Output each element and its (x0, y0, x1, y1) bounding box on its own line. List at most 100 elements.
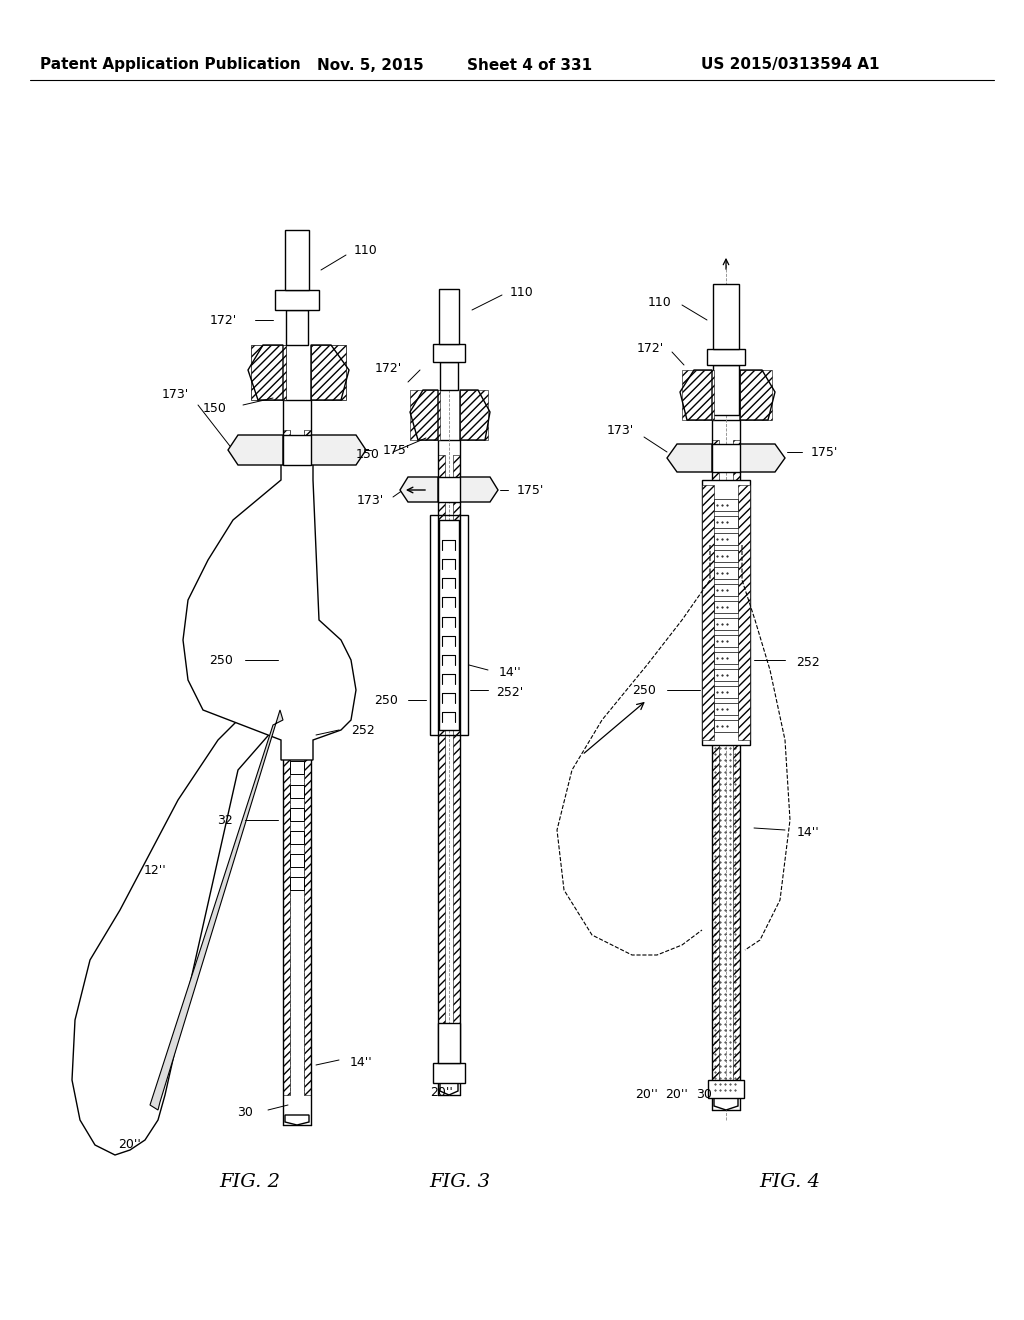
Text: 252': 252' (497, 685, 523, 698)
Text: 150: 150 (203, 401, 227, 414)
Bar (438, 477, 460, 502)
Bar (714, 583, 738, 597)
Text: FIG. 3: FIG. 3 (429, 1173, 490, 1191)
Text: 250: 250 (632, 684, 656, 697)
Text: 20'': 20'' (119, 1138, 141, 1151)
Bar (286, 310, 308, 345)
Bar (714, 721, 738, 733)
Text: 252: 252 (796, 656, 820, 668)
Bar (275, 290, 319, 310)
Text: 173': 173' (356, 494, 384, 507)
Bar (438, 455, 445, 1080)
Polygon shape (183, 450, 356, 760)
Text: 175': 175' (516, 483, 544, 496)
Text: 30: 30 (696, 1089, 712, 1101)
Text: Sheet 4 of 331: Sheet 4 of 331 (467, 58, 593, 73)
Bar (702, 480, 750, 744)
Text: 172': 172' (209, 314, 237, 326)
Bar (433, 345, 465, 362)
Text: 110: 110 (354, 243, 378, 256)
Text: 110: 110 (648, 296, 672, 309)
Bar (702, 484, 714, 741)
Bar (304, 430, 311, 1096)
Bar (712, 440, 719, 1090)
Text: US 2015/0313594 A1: US 2015/0313594 A1 (700, 58, 880, 73)
Text: 20'': 20'' (430, 1085, 453, 1098)
Bar (290, 599, 304, 612)
Bar (410, 389, 440, 440)
Bar (433, 1063, 465, 1082)
Bar (460, 389, 488, 440)
Text: 175': 175' (382, 444, 410, 457)
Bar (430, 515, 468, 735)
Bar (740, 370, 772, 420)
Bar (283, 436, 311, 465)
Bar (251, 345, 286, 400)
Text: Patent Application Publication: Patent Application Publication (40, 58, 301, 73)
Text: 250: 250 (374, 693, 398, 706)
Bar (714, 568, 738, 579)
Bar (290, 854, 304, 867)
Bar (712, 444, 740, 473)
Bar (714, 652, 738, 664)
Bar (290, 876, 304, 890)
Text: 14'': 14'' (499, 665, 521, 678)
Polygon shape (714, 1098, 738, 1110)
Bar (290, 784, 304, 797)
Text: 252: 252 (351, 723, 375, 737)
Text: 32: 32 (217, 813, 232, 826)
Text: 30: 30 (238, 1106, 253, 1119)
Bar (290, 692, 304, 705)
Bar (438, 1023, 460, 1063)
Bar (714, 669, 738, 681)
Bar (439, 520, 459, 730)
Polygon shape (400, 477, 438, 502)
Bar (290, 715, 304, 729)
Bar (714, 601, 738, 612)
Bar (713, 366, 739, 414)
Bar (290, 553, 304, 566)
Polygon shape (667, 444, 712, 473)
Bar (283, 430, 290, 1096)
Bar (311, 345, 346, 400)
Text: FIG. 2: FIG. 2 (219, 1173, 281, 1191)
Bar (290, 669, 304, 682)
Bar (714, 686, 738, 698)
Text: 173': 173' (162, 388, 188, 401)
Bar (714, 618, 738, 630)
Text: Nov. 5, 2015: Nov. 5, 2015 (316, 58, 423, 73)
Bar (290, 738, 304, 751)
Bar (290, 808, 304, 821)
Bar (285, 230, 309, 290)
Text: 250: 250 (209, 653, 232, 667)
Bar (714, 550, 738, 562)
Bar (714, 635, 738, 647)
Bar (290, 623, 304, 636)
Polygon shape (440, 1082, 458, 1096)
Bar (714, 533, 738, 545)
Text: 173': 173' (606, 424, 634, 437)
Bar (290, 830, 304, 843)
Polygon shape (740, 444, 785, 473)
Polygon shape (285, 1115, 309, 1125)
Text: 150: 150 (356, 449, 380, 462)
Polygon shape (311, 436, 366, 465)
Text: 20'': 20'' (666, 1089, 688, 1101)
Polygon shape (228, 436, 283, 465)
Bar (290, 645, 304, 659)
Bar (290, 577, 304, 589)
Bar (290, 531, 304, 543)
Text: 14'': 14'' (349, 1056, 373, 1068)
Text: 14'': 14'' (797, 825, 819, 838)
Bar (714, 704, 738, 715)
Bar (714, 516, 738, 528)
Text: FIG. 4: FIG. 4 (760, 1173, 820, 1191)
Bar (453, 455, 460, 1080)
Polygon shape (460, 477, 498, 502)
Bar (290, 762, 304, 775)
Text: 12'': 12'' (143, 863, 166, 876)
Bar (682, 370, 714, 420)
Polygon shape (72, 680, 288, 1155)
Bar (440, 362, 458, 389)
Text: 172': 172' (375, 362, 401, 375)
